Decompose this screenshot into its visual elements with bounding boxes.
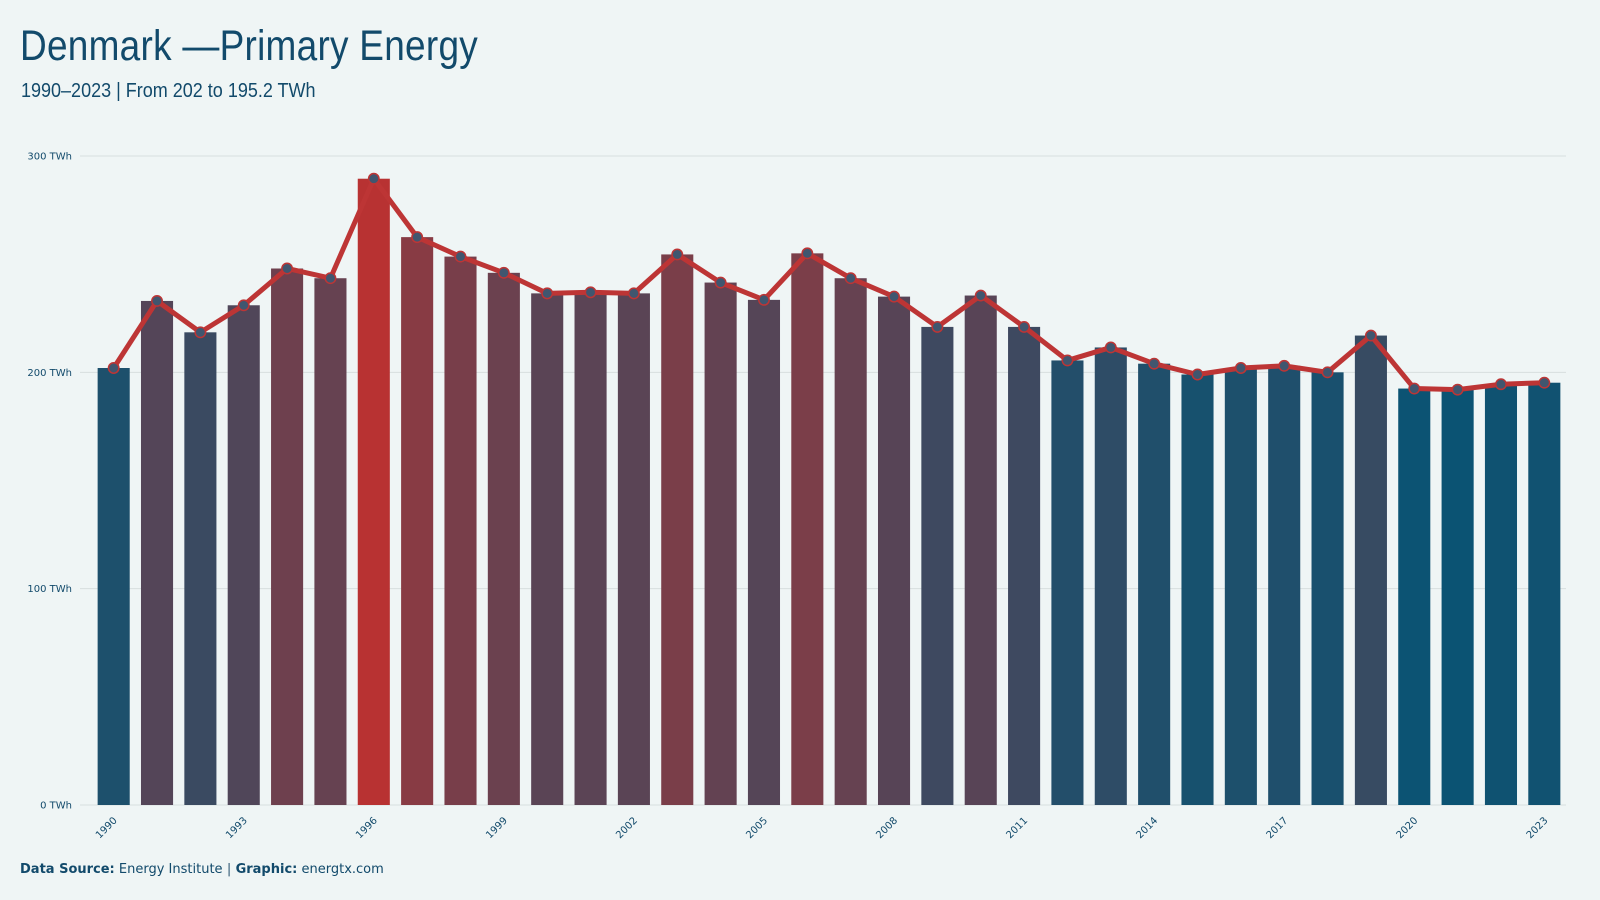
- data-point: [1104, 341, 1117, 354]
- bar: [531, 293, 564, 805]
- x-tick-label: 2014: [1134, 815, 1160, 841]
- bar: [1268, 365, 1301, 805]
- bars: [97, 178, 1561, 806]
- x-tick-label: 2020: [1395, 815, 1421, 841]
- bar: [227, 305, 260, 805]
- graphic-value: energtx.com: [301, 862, 384, 877]
- bar: [401, 237, 434, 805]
- bar: [617, 293, 650, 805]
- bar: [1528, 382, 1561, 805]
- trend-line-path: [111, 176, 1547, 393]
- x-tick-label: 2005: [744, 815, 770, 841]
- bar: [791, 253, 824, 806]
- data-point: [974, 289, 987, 302]
- data-point: [1408, 382, 1421, 395]
- data-point: [1495, 378, 1507, 391]
- bar: [1008, 326, 1041, 805]
- data-point: [714, 276, 727, 289]
- bar: [314, 278, 347, 805]
- data-point: [367, 172, 380, 185]
- chart-title: Denmark —Primary Energy: [20, 22, 479, 70]
- x-tick-label: 1996: [354, 815, 380, 841]
- bar: [271, 268, 304, 805]
- data-point: [541, 287, 554, 300]
- data-point: [758, 293, 770, 306]
- data-point: [627, 287, 640, 300]
- data-point: [888, 290, 900, 303]
- bar: [1484, 384, 1518, 805]
- bar: [1354, 335, 1387, 805]
- chart-subtitle: 1990–2023 | From 202 to 195.2 TWh: [21, 80, 316, 102]
- x-tick-label: 2002: [614, 815, 640, 841]
- data-point: [1234, 362, 1247, 374]
- data-point: [931, 320, 944, 333]
- bar: [704, 282, 737, 805]
- points: [107, 172, 1551, 396]
- bar: [877, 296, 911, 805]
- data-point: [324, 272, 337, 285]
- data-point: [1018, 320, 1031, 333]
- data-point: [1364, 329, 1377, 342]
- bar: [1398, 388, 1431, 805]
- data-point: [411, 231, 424, 244]
- data-point: [844, 272, 857, 285]
- bar: [1181, 374, 1214, 805]
- bar: [1094, 347, 1127, 805]
- data-point: [194, 326, 207, 339]
- data-point: [237, 299, 250, 312]
- data-point: [584, 286, 597, 299]
- y-tick-label: 100 TWh: [27, 584, 72, 595]
- y-tick-label: 300 TWh: [27, 152, 72, 163]
- bar: [97, 368, 130, 805]
- bar: [487, 272, 520, 805]
- bar: [1051, 360, 1084, 805]
- graphic-label: Graphic:: [235, 862, 298, 877]
- bar: [964, 295, 997, 805]
- bar: [661, 254, 694, 806]
- data-point: [151, 294, 163, 307]
- data-point: [1321, 366, 1334, 379]
- x-tick-label: 1993: [224, 815, 250, 841]
- bar: [1224, 368, 1257, 805]
- data-point: [454, 250, 467, 263]
- bar: [140, 300, 174, 805]
- bar: [747, 299, 781, 805]
- y-axis-ticks: 0 TWh 100 TWh 200 TWh 300 TWh: [27, 152, 72, 812]
- trend-line: [111, 176, 1547, 393]
- bar: [921, 326, 954, 805]
- x-tick-label: 2023: [1525, 815, 1551, 841]
- x-tick-label: 2011: [1004, 815, 1030, 841]
- bar: [834, 278, 867, 805]
- bar: [444, 256, 477, 806]
- data-point: [1538, 376, 1551, 389]
- data-point: [671, 248, 684, 261]
- data-point: [1191, 368, 1204, 381]
- bar: [1311, 372, 1344, 805]
- data-point: [497, 266, 510, 279]
- source-value: Energy Institute: [118, 862, 223, 877]
- data-point: [107, 362, 120, 374]
- data-point: [281, 262, 294, 275]
- x-tick-label: 1999: [484, 815, 510, 841]
- x-axis-ticks: 1990 1993 1996 1999 2002 2005 2008 2011 2014 2017…: [94, 815, 1550, 841]
- y-tick-label: 0 TWh: [40, 801, 72, 812]
- footer-separator: |: [226, 862, 232, 877]
- data-point: [1451, 383, 1464, 396]
- x-tick-label: 2008: [874, 815, 900, 841]
- bar: [1441, 389, 1474, 805]
- x-tick-label: 1990: [94, 815, 120, 841]
- data-point: [1061, 354, 1074, 367]
- x-tick-label: 2017: [1265, 815, 1291, 841]
- bar: [574, 292, 607, 805]
- bar: [184, 332, 217, 805]
- bar: [1138, 363, 1171, 805]
- source-label: Data Source:: [20, 862, 115, 877]
- bar: [357, 178, 390, 806]
- footer-credits: Data Source: Energy Institute | Graphic:…: [20, 862, 384, 877]
- data-point: [1148, 357, 1161, 370]
- data-point: [801, 247, 814, 260]
- data-point: [1278, 359, 1291, 372]
- y-tick-label: 200 TWh: [27, 368, 72, 379]
